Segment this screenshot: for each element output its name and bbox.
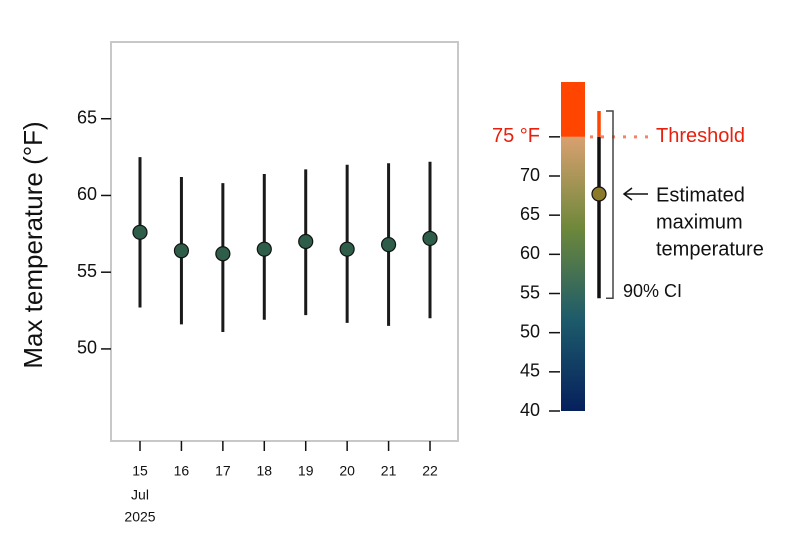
x-tick-label: 20 — [339, 463, 355, 479]
point — [339, 241, 355, 257]
point — [422, 230, 438, 247]
plot-frame — [110, 41, 459, 442]
legend-tick-label: 50 — [520, 321, 540, 341]
x-tick-label: 17 — [215, 463, 231, 479]
legend-tick-label: 45 — [520, 361, 540, 381]
point — [173, 243, 190, 259]
threshold-label: 75 °F — [492, 125, 540, 147]
colorbar-above — [561, 82, 585, 137]
point — [298, 233, 314, 250]
estimate-label: temperature — [656, 238, 764, 260]
x-tick-label: 15 — [132, 463, 148, 479]
threshold-text: Threshold — [656, 125, 745, 147]
estimate-arrow — [622, 187, 648, 201]
legend-tick-label: 70 — [520, 165, 540, 185]
point — [380, 236, 397, 253]
y-tick-label: 65 — [77, 107, 97, 127]
x-year-label: 2025 — [124, 509, 155, 525]
point — [215, 246, 231, 262]
ci-label: 90% CI — [623, 281, 682, 301]
legend-tick-label: 65 — [520, 204, 540, 224]
x-tick-label: 21 — [381, 463, 397, 479]
point — [256, 241, 272, 257]
legend-tick-label: 55 — [520, 282, 540, 302]
y-axis-title: Max temperature (°F) — [18, 121, 48, 368]
y-tick-label: 50 — [77, 338, 97, 358]
ci-bracket — [606, 110, 614, 299]
x-tick-label: 18 — [257, 463, 273, 479]
colorbar-gradient — [561, 136, 585, 412]
x-tick-label: 16 — [174, 463, 190, 479]
legend-tick-label: 40 — [520, 400, 540, 420]
x-tick-label: 19 — [298, 463, 314, 479]
point — [132, 224, 148, 240]
x-month-label: Jul — [131, 487, 149, 503]
y-tick-label: 60 — [77, 184, 97, 204]
estimate-point — [591, 186, 607, 202]
legend-tick-label: 60 — [520, 243, 540, 263]
y-tick-label: 55 — [77, 261, 97, 281]
estimate-label: maximum — [656, 211, 743, 233]
x-tick-label: 22 — [422, 463, 438, 479]
estimate-label: Estimated — [656, 184, 745, 206]
